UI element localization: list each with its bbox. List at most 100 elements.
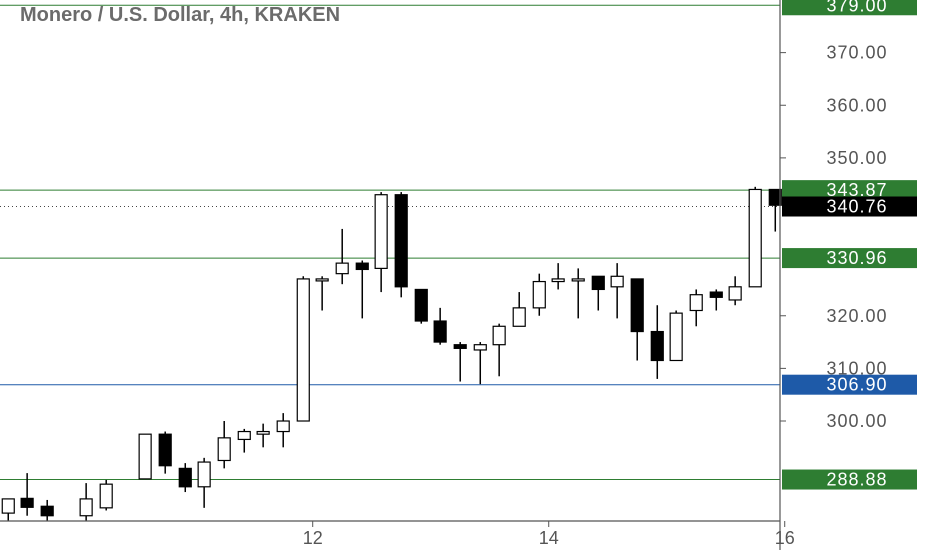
candle-body-up xyxy=(276,420,290,433)
level-badge xyxy=(782,248,917,269)
candle[interactable] xyxy=(178,463,192,493)
candle-body-up xyxy=(296,278,310,422)
candle-body-up xyxy=(1,498,15,514)
candle-body-up xyxy=(728,286,742,301)
candle-body-up xyxy=(689,294,703,312)
candle[interactable] xyxy=(20,473,34,516)
candle[interactable] xyxy=(296,276,310,422)
candle[interactable] xyxy=(158,431,172,474)
candle[interactable] xyxy=(669,310,683,362)
candle[interactable] xyxy=(394,192,408,298)
candle[interactable] xyxy=(355,260,369,319)
time-tick-label: 12 xyxy=(303,528,323,548)
candle[interactable] xyxy=(374,192,388,293)
candle-body-up xyxy=(473,344,487,351)
candle-body-up xyxy=(610,275,624,288)
candle[interactable] xyxy=(473,342,487,385)
candle-body-down xyxy=(414,288,428,322)
level-badge-label: 330.96 xyxy=(826,248,887,268)
candle[interactable] xyxy=(256,423,270,448)
candle-body-up xyxy=(237,430,251,441)
candle-body-up xyxy=(532,280,546,309)
candle[interactable] xyxy=(197,457,211,508)
candle[interactable] xyxy=(768,188,782,232)
candle[interactable] xyxy=(571,268,585,319)
candle-body-down xyxy=(158,433,172,467)
price-tick-label: 370.00 xyxy=(826,43,887,63)
candle-body-up xyxy=(217,437,231,462)
candle-body-up xyxy=(99,483,113,509)
candle-body-up xyxy=(197,461,211,488)
candle[interactable] xyxy=(551,263,565,290)
candle-body-down xyxy=(453,344,467,349)
candle[interactable] xyxy=(433,307,447,345)
last-price-badge xyxy=(782,196,917,217)
price-tick-label: 320.00 xyxy=(826,306,887,326)
candle-body-down xyxy=(768,188,782,206)
candle[interactable] xyxy=(591,275,605,311)
candle[interactable] xyxy=(650,305,664,379)
candle-body-up xyxy=(512,307,526,327)
candle[interactable] xyxy=(689,289,703,327)
candle-body-down xyxy=(40,505,54,517)
time-tick-label: 16 xyxy=(775,528,795,548)
candle[interactable] xyxy=(512,292,526,327)
chart-title: Monero / U.S. Dollar, 4h, KRAKEN xyxy=(20,4,341,26)
candle-body-up xyxy=(335,262,349,275)
time-tick-label: 14 xyxy=(539,528,559,548)
level-badge-label: 288.88 xyxy=(826,470,887,490)
candle-body-up xyxy=(748,188,762,288)
last-price-badge-label: 340.76 xyxy=(826,197,887,217)
candle[interactable] xyxy=(315,276,329,311)
candle[interactable] xyxy=(217,421,231,469)
candle[interactable] xyxy=(414,288,428,324)
candle[interactable] xyxy=(728,276,742,306)
candle[interactable] xyxy=(532,273,546,316)
candle[interactable] xyxy=(748,186,762,288)
candle-body-down xyxy=(355,262,369,271)
level-badge-label: 306.90 xyxy=(826,375,887,395)
level-badge xyxy=(782,180,917,201)
horizontal-levels xyxy=(0,4,780,481)
candle[interactable] xyxy=(40,499,54,521)
price-tick-label: 350.00 xyxy=(826,148,887,168)
level-badge-label: 379.00 xyxy=(826,0,887,15)
candle-body-up xyxy=(492,325,506,346)
candle-body-up xyxy=(551,278,565,283)
price-tick-label: 360.00 xyxy=(826,95,887,115)
candle-body-up xyxy=(256,430,270,435)
price-tick-label: 300.00 xyxy=(826,411,887,431)
candle-body-down xyxy=(394,194,408,288)
candle[interactable] xyxy=(79,483,93,521)
candle[interactable] xyxy=(492,323,506,377)
candle-body-up xyxy=(571,278,585,282)
candle-body-up xyxy=(374,194,388,269)
level-badge xyxy=(782,374,917,395)
candle[interactable] xyxy=(99,479,113,511)
candle-body-up xyxy=(138,433,152,480)
candle[interactable] xyxy=(1,498,15,521)
candle[interactable] xyxy=(335,228,349,285)
level-badge xyxy=(782,469,917,490)
candle-body-down xyxy=(650,330,664,362)
level-badge xyxy=(782,0,917,16)
candle[interactable] xyxy=(630,278,644,361)
candle-body-down xyxy=(20,497,34,508)
candles xyxy=(1,186,782,521)
candle[interactable] xyxy=(276,413,290,448)
candle-body-up xyxy=(79,498,93,517)
candle-body-down xyxy=(630,278,644,333)
candle-body-down xyxy=(591,275,605,291)
candle-body-down xyxy=(433,320,447,343)
candle-body-up xyxy=(315,278,329,282)
candle[interactable] xyxy=(138,433,152,480)
candle[interactable] xyxy=(709,289,723,311)
price-tick-label: 310.00 xyxy=(826,358,887,378)
candle[interactable] xyxy=(237,428,251,453)
candle[interactable] xyxy=(453,342,467,382)
level-badge-label: 343.87 xyxy=(826,180,887,200)
candle-body-up xyxy=(669,312,683,362)
candle[interactable] xyxy=(610,263,624,319)
